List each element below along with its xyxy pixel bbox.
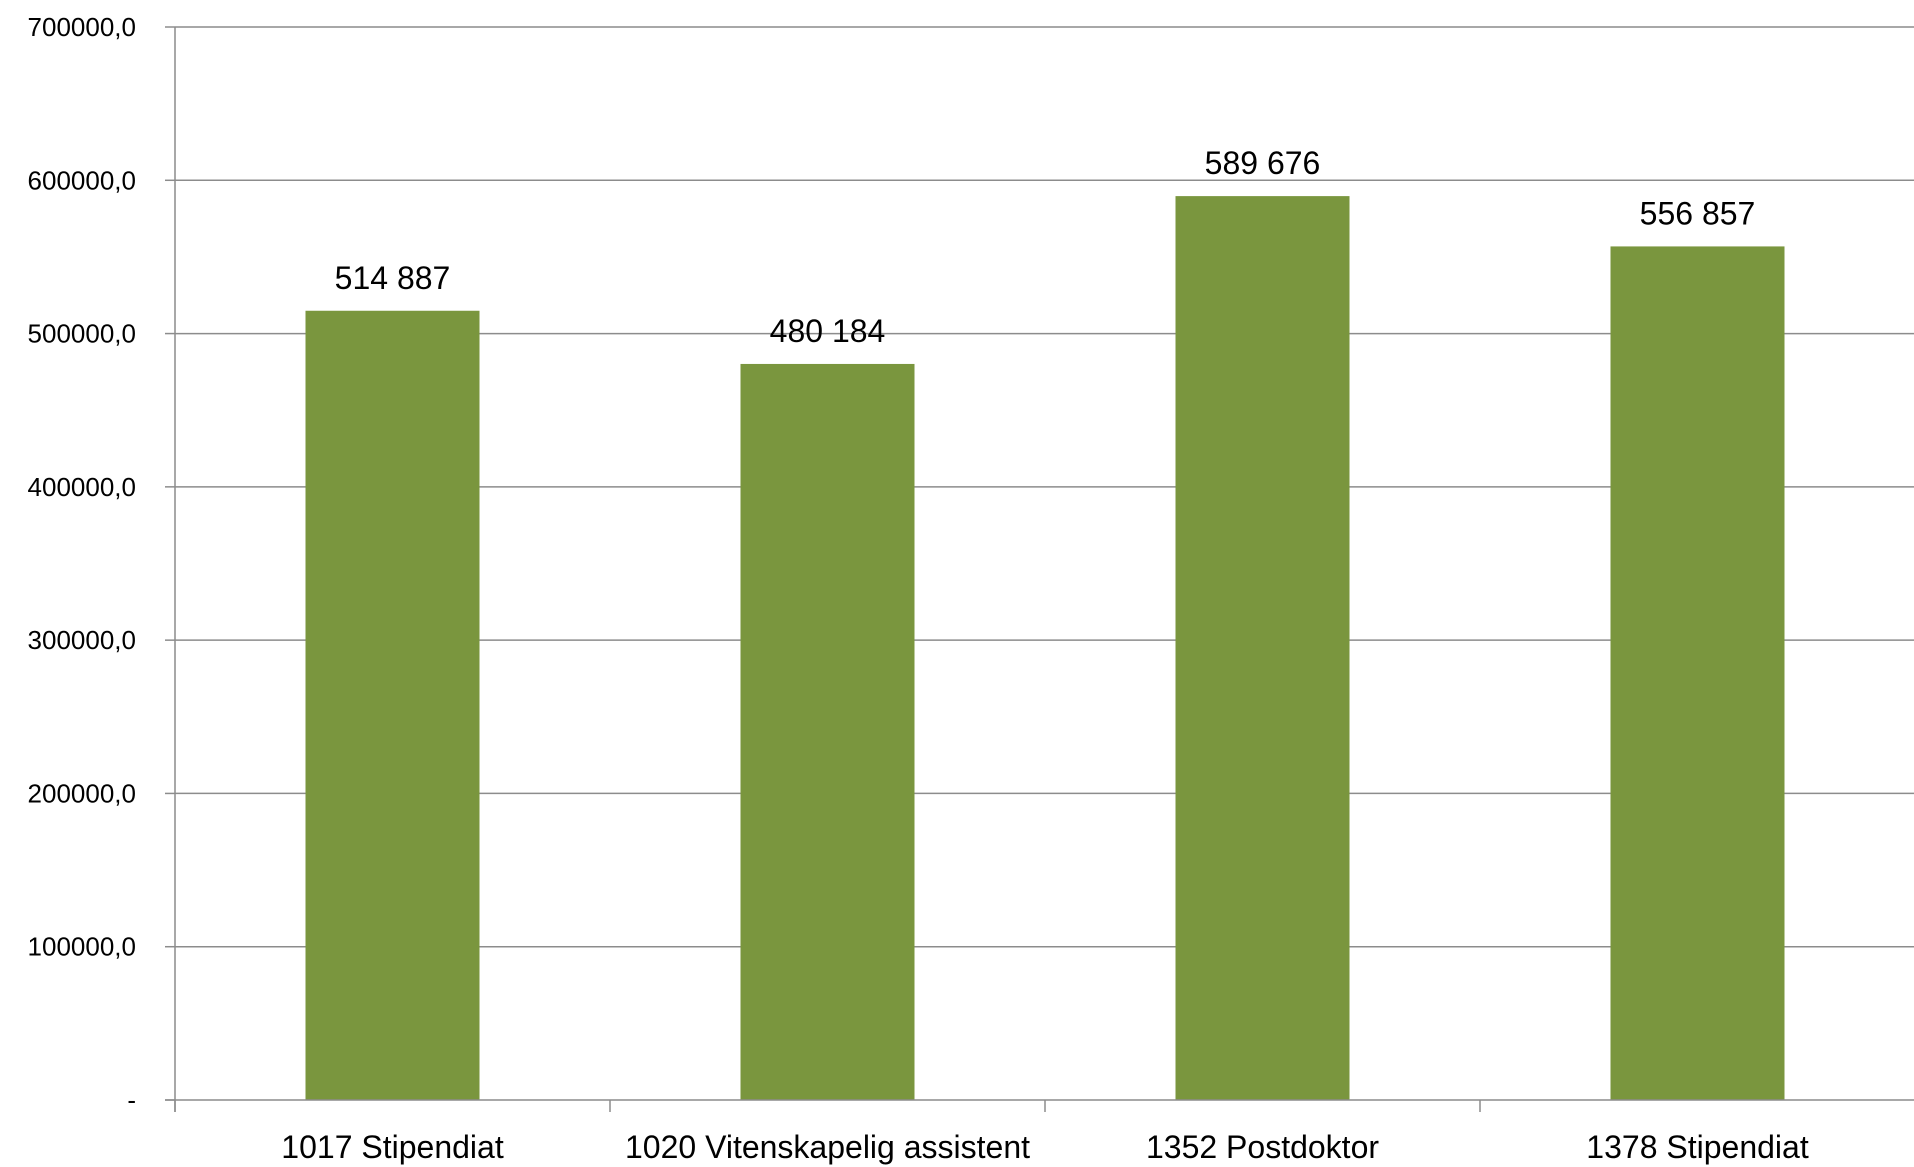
- y-tick-label: 200000,0: [28, 778, 136, 808]
- y-tick-label: 700000,0: [28, 12, 136, 42]
- bar: [1610, 246, 1785, 1100]
- bar: [1175, 196, 1350, 1100]
- y-tick-label: 500000,0: [28, 319, 136, 349]
- y-tick-label: 300000,0: [28, 625, 136, 655]
- y-tick-label: 600000,0: [28, 165, 136, 195]
- data-labels: 514 887 480 184 589 676 556 857: [335, 145, 1756, 349]
- category-label: 1020 Vitenskapelig assistent: [625, 1129, 1030, 1165]
- category-label: 1017 Stipendiat: [281, 1129, 504, 1165]
- category-label: 1352 Postdoktor: [1146, 1129, 1379, 1165]
- y-axis-tick-labels: - 100000,0 200000,0 300000,0 400000,0 500000,…: [28, 12, 175, 1115]
- data-label: 589 676: [1205, 145, 1321, 181]
- x-axis-ticks: [174, 1100, 1481, 1112]
- axes: [165, 27, 1914, 1112]
- bar: [740, 363, 915, 1100]
- bar: [305, 310, 480, 1100]
- category-label: 1378 Stipendiat: [1586, 1129, 1809, 1165]
- bars: [305, 196, 1785, 1100]
- data-label: 514 887: [335, 260, 451, 296]
- y-tick-label: 100000,0: [28, 932, 136, 962]
- x-axis-category-labels: 1017 Stipendiat 1020 Vitenskapelig assist…: [281, 1129, 1809, 1165]
- y-tick-label: 400000,0: [28, 472, 136, 502]
- y-tick-label: -: [127, 1085, 136, 1115]
- data-label: 556 857: [1640, 195, 1756, 231]
- data-label: 480 184: [770, 313, 886, 349]
